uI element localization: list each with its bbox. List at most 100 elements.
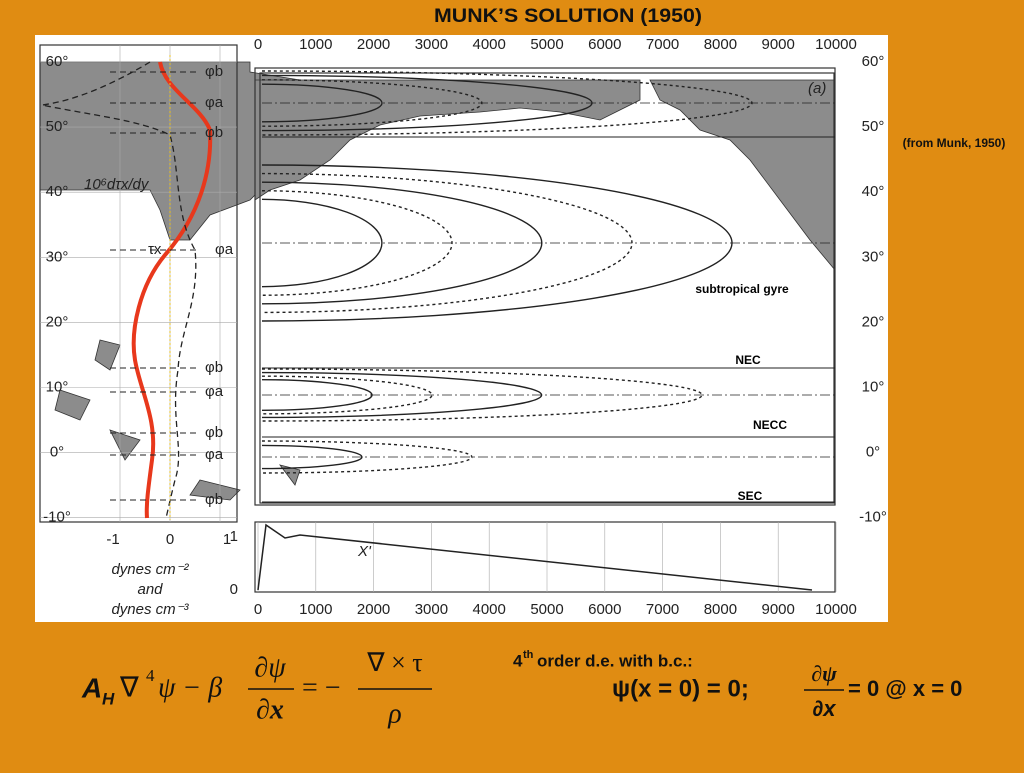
- lat-label: 40°: [862, 183, 885, 200]
- model-box: [259, 72, 835, 504]
- phi-label: φa: [205, 94, 224, 111]
- x-tick-label: 2000: [357, 36, 390, 53]
- region-label: NEC: [735, 353, 761, 367]
- region-label: NECC: [753, 418, 787, 432]
- x-tick-label: 4000: [473, 601, 506, 618]
- lat-label: 30°: [862, 248, 885, 265]
- panel-label: (a): [808, 80, 826, 97]
- phi-label: φb: [205, 359, 223, 376]
- x-tick-label: 0: [254, 601, 262, 618]
- lat-label: 50°: [862, 118, 885, 135]
- x-tick-label: 5000: [530, 36, 563, 53]
- contour: [261, 440, 473, 474]
- source: (from Munk, 1950): [903, 136, 1006, 150]
- lat-label: 0°: [50, 444, 64, 461]
- phi-label: φb: [205, 491, 223, 508]
- x-tick-label: 10000: [815, 601, 857, 618]
- phi-label: φb: [205, 124, 223, 141]
- units: dynes cm⁻²: [111, 561, 189, 578]
- x-tick-label: 9000: [762, 601, 795, 618]
- contours: [261, 70, 835, 503]
- siberia: [254, 79, 641, 201]
- frames: [39, 44, 836, 593]
- tau-label: τx: [148, 241, 162, 258]
- eq-part: ∂x: [256, 694, 284, 725]
- eq-part: = −: [302, 672, 341, 703]
- bc-part: = 0 @ x = 0: [848, 676, 962, 701]
- x-tick-label: 1000: [299, 601, 332, 618]
- x-tick-label: 4000: [473, 36, 506, 53]
- phi-label: φa: [215, 241, 234, 258]
- x-tick-label: 3000: [415, 601, 448, 618]
- lat-label: 0°: [866, 444, 880, 461]
- eq-part: ∇: [119, 672, 139, 703]
- stress-tick: -1: [106, 531, 119, 548]
- x-prime-curve: [257, 523, 813, 591]
- bc-part: th: [523, 649, 534, 661]
- units: and: [137, 581, 163, 598]
- bc-part: ∂x: [812, 696, 836, 721]
- x-tick-label: 8000: [704, 601, 737, 618]
- title: MUNK’S SOLUTION (1950): [434, 6, 702, 27]
- units: dynes cm⁻³: [111, 601, 189, 618]
- x-tick-label: 9000: [762, 36, 795, 53]
- eq-part: A: [81, 672, 102, 703]
- contour: [261, 375, 433, 415]
- x-tick-label: 8000: [704, 36, 737, 53]
- lat-label: 50°: [46, 118, 69, 135]
- region-label: subtropical gyre: [695, 282, 789, 296]
- stress-tick: 1: [223, 531, 231, 548]
- lat-label: 10°: [862, 378, 885, 395]
- phi-label: φa: [205, 383, 224, 400]
- bottom-label: X': [357, 543, 372, 560]
- x-tick-label: 1000: [299, 36, 332, 53]
- lat-label: 20°: [46, 313, 69, 330]
- boundary-conditions: 4 th order d.e. with b.c.: ψ(x = 0) = 0;…: [513, 649, 962, 721]
- lat-label: -10°: [859, 509, 887, 526]
- eq-part: ψ − β: [158, 672, 222, 703]
- eq-part: 4: [146, 666, 155, 685]
- eq-part: ∇ × τ: [366, 648, 423, 677]
- x-tick-label: 2000: [357, 601, 390, 618]
- bc-part: ψ(x = 0) = 0;: [612, 675, 749, 702]
- bottom-tick: 0: [230, 581, 238, 598]
- stress-tick: 0: [166, 531, 174, 548]
- lat-label: 40°: [46, 183, 69, 200]
- lat-label: 60°: [46, 53, 69, 70]
- eq-part: ρ: [387, 698, 401, 729]
- curl-label: 10⁶dτx/dy: [84, 176, 150, 193]
- phi-label: φa: [205, 446, 224, 463]
- lat-label: 10°: [46, 378, 69, 395]
- stress-curve: [131, 61, 213, 519]
- lat-label: -10°: [43, 509, 71, 526]
- x-tick-label: 0: [254, 36, 262, 53]
- lat-label: 60°: [862, 53, 885, 70]
- lat-label: 20°: [862, 313, 885, 330]
- eq-part: ∂ψ: [254, 652, 286, 683]
- bc-part: ∂ψ: [811, 661, 837, 686]
- x-tick-label: 6000: [588, 601, 621, 618]
- map-panel: [254, 67, 836, 506]
- eq-part: H: [102, 689, 115, 708]
- x-tick-label: 6000: [588, 36, 621, 53]
- equation: A H ∇ 4 ψ − β ∂ψ ∂x = − ∇ × τ ρ: [81, 648, 432, 729]
- contour: [261, 198, 383, 288]
- x-tick-label: 3000: [415, 36, 448, 53]
- lat-label: 30°: [46, 248, 69, 265]
- phi-label: φb: [205, 63, 223, 80]
- bottom-tick: 1: [230, 528, 238, 545]
- phi-label: φb: [205, 424, 223, 441]
- x-tick-label: 7000: [646, 36, 679, 53]
- x-tick-label: 10000: [815, 36, 857, 53]
- bc-part: order d.e. with b.c.:: [537, 651, 693, 670]
- bottom-panel: [254, 521, 836, 593]
- left-panel: [39, 44, 238, 523]
- x-tick-label: 7000: [646, 601, 679, 618]
- land: [39, 61, 836, 501]
- curl-curve: [41, 61, 197, 519]
- region-label: SEC: [738, 489, 763, 503]
- contour: [261, 83, 383, 123]
- bc-part: 4: [513, 651, 523, 670]
